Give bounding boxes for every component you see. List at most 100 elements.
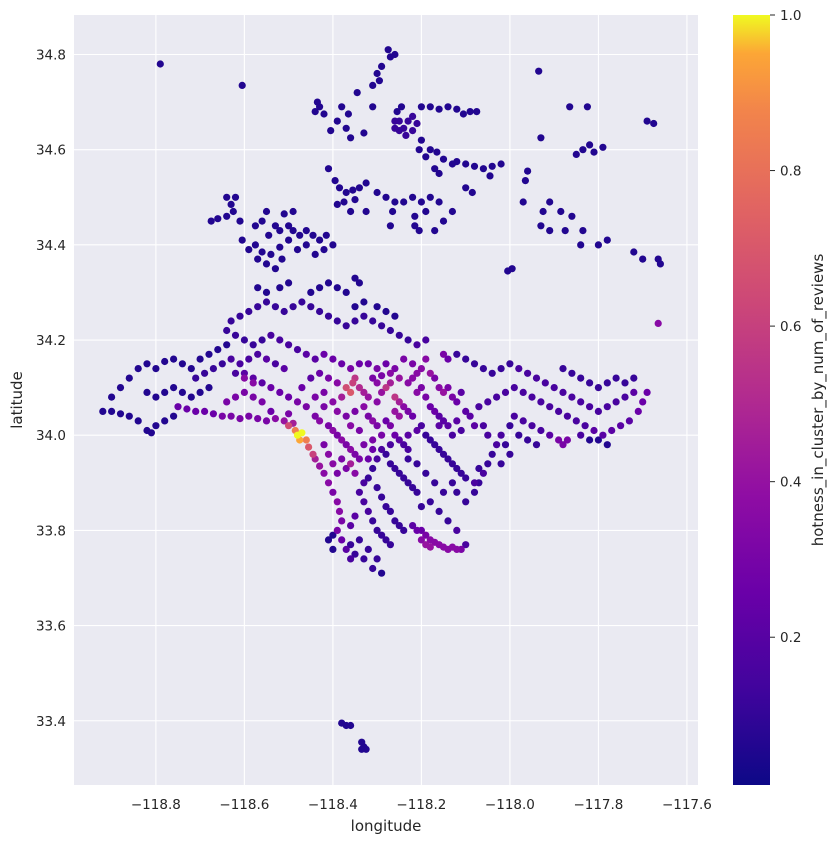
data-point [99, 407, 107, 415]
data-point [324, 374, 333, 382]
data-point [324, 279, 333, 287]
data-point [453, 105, 461, 113]
data-point [621, 393, 629, 401]
data-point [413, 119, 421, 128]
colorbar-tick-label: 0.2 [780, 630, 801, 646]
data-point [555, 436, 563, 444]
data-point [178, 388, 186, 396]
data-point [347, 445, 355, 454]
data-point [493, 441, 501, 449]
data-point [313, 98, 321, 106]
data-point [324, 422, 333, 430]
data-point [333, 431, 341, 439]
data-point [378, 445, 386, 454]
data-point [462, 541, 470, 549]
data-point [501, 388, 510, 396]
data-point [329, 531, 337, 539]
data-point [178, 360, 186, 368]
data-point [479, 422, 487, 430]
data-point [249, 393, 257, 401]
data-point [417, 422, 425, 430]
data-point [515, 365, 523, 373]
x-tick-label: −118.2 [396, 797, 446, 813]
data-point [590, 426, 598, 435]
data-point [625, 417, 634, 425]
data-point [546, 403, 554, 411]
data-point [342, 288, 350, 296]
data-point [307, 374, 315, 382]
data-point [240, 374, 248, 382]
data-point [360, 312, 368, 320]
data-point [355, 384, 363, 392]
data-point [457, 388, 465, 396]
data-point [187, 393, 195, 401]
data-point [311, 108, 319, 116]
data-point [404, 336, 412, 344]
data-point [369, 436, 377, 444]
data-point [413, 341, 421, 349]
data-point [223, 212, 231, 220]
data-point [400, 474, 408, 482]
colorbar-label: hotness_in_cluster_by_num_of_reviews [809, 254, 828, 547]
data-point [568, 393, 576, 401]
data-point [161, 417, 169, 425]
data-point [404, 117, 412, 125]
data-point [360, 388, 368, 396]
data-point [630, 248, 638, 256]
data-point [258, 217, 266, 225]
data-point [395, 331, 403, 339]
data-point [347, 388, 355, 396]
data-point [386, 326, 394, 335]
data-point [351, 550, 359, 558]
data-point [497, 431, 505, 439]
data-point [254, 303, 262, 311]
data-point [439, 417, 448, 425]
data-point [355, 488, 363, 496]
data-point [603, 403, 611, 411]
data-point [271, 360, 279, 368]
data-point [475, 403, 483, 411]
data-point [470, 488, 479, 496]
data-point [161, 357, 169, 366]
data-point [435, 105, 443, 113]
data-point [316, 369, 324, 377]
data-point [347, 207, 355, 216]
x-tick-label: −117.8 [573, 797, 623, 813]
data-point [196, 355, 204, 363]
data-point [417, 536, 425, 544]
data-point [395, 469, 403, 477]
data-point [643, 388, 651, 396]
data-point [384, 46, 392, 54]
data-point [125, 412, 133, 420]
data-point [369, 464, 377, 473]
data-point [462, 355, 470, 363]
data-point [196, 388, 204, 396]
data-point [395, 374, 403, 382]
data-point [435, 169, 443, 178]
data-point [382, 536, 390, 544]
data-point [249, 379, 257, 387]
data-point [227, 412, 235, 420]
data-point [404, 379, 412, 387]
data-point [360, 129, 368, 137]
data-point [470, 422, 479, 430]
data-point [347, 460, 355, 468]
data-point [577, 241, 585, 249]
data-point [484, 431, 492, 439]
data-point [382, 450, 390, 458]
data-point [223, 193, 231, 201]
data-point [305, 443, 313, 451]
data-point [302, 241, 310, 249]
data-point [170, 412, 178, 420]
data-point [466, 412, 474, 420]
data-point [373, 422, 381, 430]
data-point [302, 436, 310, 444]
data-point [342, 384, 350, 392]
data-point [453, 398, 461, 406]
data-point [351, 274, 359, 282]
data-point [298, 298, 306, 306]
data-point [386, 441, 394, 449]
data-point [152, 422, 160, 430]
data-point [143, 360, 151, 368]
data-point [369, 103, 377, 111]
